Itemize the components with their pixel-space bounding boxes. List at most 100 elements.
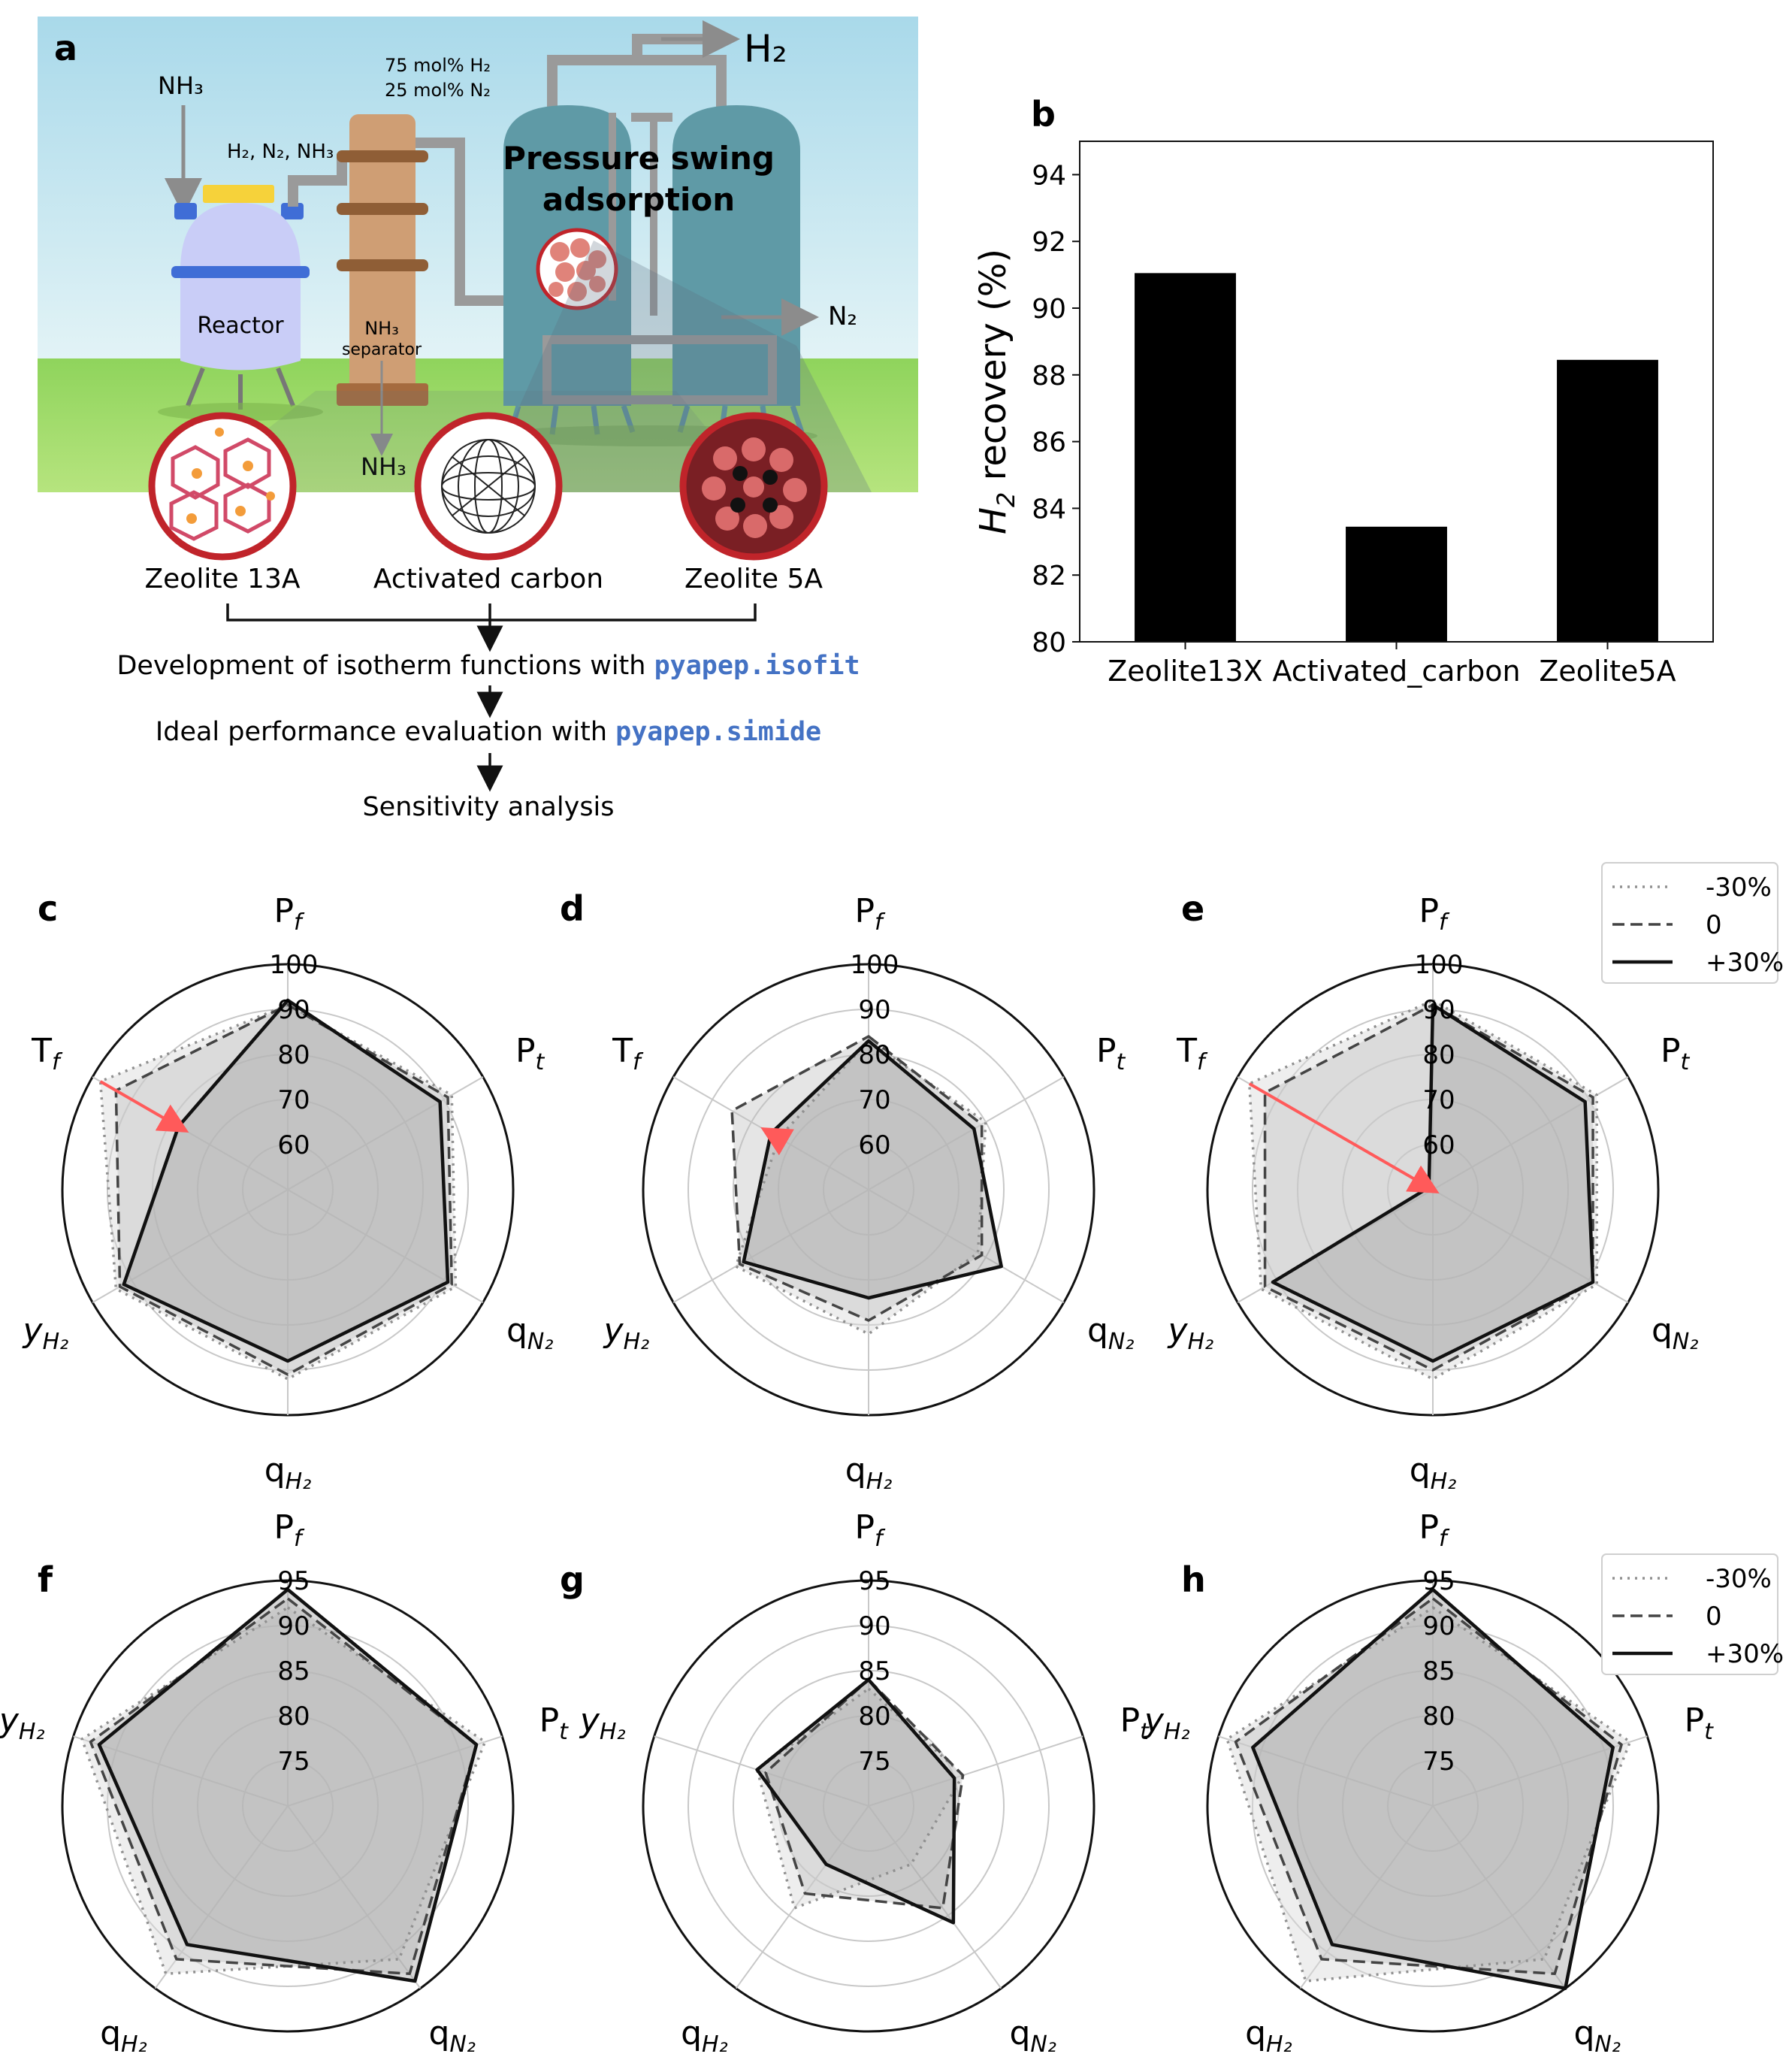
radar-axis-label-main: q (1009, 2014, 1030, 2052)
radar-axis-label-qH2: qH₂ (264, 1451, 312, 1495)
radar-axis-label-Pf: Pf (273, 1508, 305, 1552)
separator-ring-1 (337, 150, 428, 162)
panel-b-bar-chart: b Zeolite13X Activated_carbon Zeolite5A 80 82… (972, 94, 1714, 688)
psa-tank-right (672, 105, 800, 406)
radar-tick-label: 75 (1422, 1747, 1455, 1777)
radar-axis-label-Pt: Pt (1661, 1032, 1691, 1075)
radar-axis-label-qH2: qH₂ (681, 2014, 728, 2058)
y-axis-label: H2 recovery (%) (972, 249, 1020, 534)
y-tick-label: 90 (1032, 294, 1066, 325)
radar-fill-+30% (98, 1590, 477, 1981)
psa-bottom-frame (542, 335, 777, 404)
y-tick-label: 94 (1032, 160, 1066, 191)
bar-Zeolite5A (1557, 359, 1658, 642)
radar-spoke (654, 1735, 869, 1807)
radar-axis-label-Pf: Pf (854, 1508, 886, 1552)
tf-change-arrow (760, 1127, 794, 1156)
radar-axis-label-main: y (22, 1311, 44, 1350)
radar-tick-label: 60 (277, 1130, 310, 1160)
y-tick-label: 88 (1032, 361, 1066, 392)
panel-letter-h: h (1181, 1559, 1206, 1600)
adsorbent-label-2: Activated carbon (373, 564, 603, 594)
radar-axis-label-sub: f (1197, 1049, 1208, 1075)
radar-axis-label-main: P (854, 892, 875, 930)
radar-fill-+30% (743, 1041, 1002, 1298)
radar-axis-label-Pt: Pt (1120, 1701, 1150, 1745)
radar-tick-label: 80 (277, 1040, 310, 1070)
radar-tick-label: 95 (277, 1566, 310, 1596)
reactor-leg-1 (186, 367, 205, 407)
panel-letter-e: e (1181, 888, 1204, 929)
bar-Activated_carbon (1346, 526, 1447, 642)
radar-axis-label-main: y (1143, 1701, 1165, 1740)
panel-a-schematic: a NH₃ Reactor H₂, N₂, NH₃ NH₃ separator … (38, 17, 918, 822)
x-tick-label: Zeolite13X (1108, 655, 1262, 688)
radar-axis-label-main: q (1652, 1311, 1673, 1350)
psa-zoom-spheres (548, 238, 606, 301)
separator-ring-2 (337, 203, 428, 215)
adsorbent-label-3: Zeolite 5A (684, 564, 823, 594)
reactor-nozzle-left (174, 203, 197, 219)
radar-tick-label: 85 (277, 1656, 310, 1686)
radar-fill-+30% (757, 1680, 955, 1923)
legend-bottom: -30% 0 +30% (1601, 1553, 1784, 1675)
legend-label: -30% (1706, 1564, 1772, 1594)
radar-axis-label-Pf: Pf (1419, 892, 1450, 936)
radar-axis-label-qH2: qH₂ (1410, 1451, 1457, 1495)
legend-frame (1601, 862, 1778, 984)
radar-spoke (73, 1735, 289, 1807)
legend-frame (1601, 1553, 1778, 1675)
radar-axis-label-Tf: Tf (31, 1032, 63, 1075)
adsorbent-zeolite-13a-image (148, 412, 297, 561)
radar-tick-label: 70 (858, 1085, 890, 1115)
psa-label-2: adsorption (542, 181, 735, 218)
y-tick-label: 84 (1032, 494, 1066, 525)
x-tick-label: Activated_carbon (1272, 655, 1520, 688)
radar-axis-label-sub: H₂ (19, 1719, 45, 1745)
workflow-step-1-text: Development of isotherm functions with (116, 651, 654, 681)
radar-axis-label-sub: f (633, 1049, 644, 1075)
radar-tick-label: 90 (1422, 1611, 1455, 1641)
radar-axis-label-main: q (1573, 2014, 1594, 2052)
workflow-step-2-code: pyapep.simide (615, 717, 821, 747)
radar-spoke (868, 1735, 1083, 1807)
radar-spoke (287, 1805, 422, 1989)
radar-axis-label-main: q (1245, 2014, 1266, 2052)
radar-tick-label: 60 (1422, 1130, 1455, 1160)
radar-tick-label: 80 (858, 1701, 890, 1732)
panel-letter-a: a (54, 28, 77, 68)
radar-spoke (868, 1805, 1002, 1989)
radar-axis-label-main: q (100, 2014, 121, 2052)
radar-fill-0 (90, 1599, 477, 1974)
radar-axis-label-main: q (428, 2014, 449, 2052)
radar-series-+30% (1251, 1587, 1615, 1990)
radar-axis-label-qN2: qN₂ (1652, 1311, 1698, 1355)
separator-label-1: NH₃ (364, 318, 399, 339)
reactor-leg-3 (276, 367, 295, 407)
radar-axis-label-main: q (264, 1451, 286, 1490)
radar-axis-label-main: P (1661, 1032, 1681, 1070)
radar-axis-label-qN2: qN₂ (1087, 1311, 1134, 1355)
radar-tick-label: 75 (858, 1747, 890, 1777)
radar-axis-label-Pt: Pt (539, 1701, 570, 1745)
radar-axis-label-sub: H₂ (43, 1329, 69, 1355)
radar-tick-label: 70 (1422, 1085, 1455, 1115)
radar-axis-label-main: T (31, 1032, 52, 1070)
radar-axis-label-Pf: Pf (273, 892, 305, 936)
y-tick-label: 92 (1032, 227, 1066, 258)
radar-axis-label-sub: f (1439, 1526, 1450, 1552)
workflow-step-2-text: Ideal performance evaluation with (156, 717, 615, 747)
radar-axis-label-sub: N₂ (1108, 1329, 1134, 1355)
separator-label-2: separator (342, 340, 422, 359)
y-tick-label: 82 (1032, 561, 1066, 591)
radar-axis-label-sub: t (1704, 1719, 1714, 1745)
radar-tick-label: 80 (858, 1040, 890, 1070)
y-axis-label-sub: 2 (992, 492, 1020, 507)
radar-axis-label-Tf: Tf (1176, 1032, 1208, 1075)
separator-ring-3 (337, 259, 428, 271)
adsorbent-label-1: Zeolite 13A (145, 564, 301, 594)
